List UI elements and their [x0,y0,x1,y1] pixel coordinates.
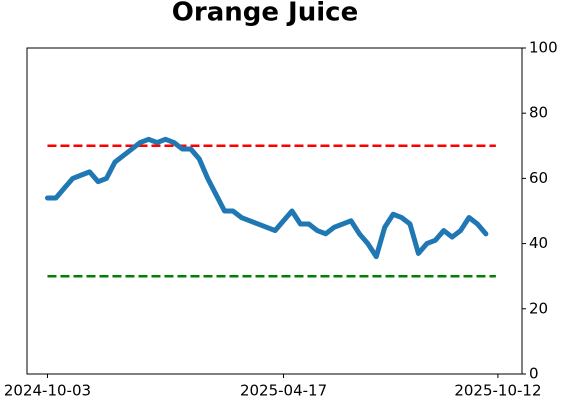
y-tick-label: 20 [529,299,548,317]
chart-title: Orange Juice [172,0,358,28]
x-tick-label: 2024-10-03 [4,382,91,400]
y-tick-label: 0 [529,365,539,383]
y-tick-label: 60 [529,169,548,187]
x-tick-label: 2025-10-12 [454,382,541,400]
y-tick-label: 80 [529,104,548,122]
y-tick-label: 100 [529,39,558,57]
x-tick-label: 2025-04-17 [240,382,327,400]
y-tick-label: 40 [529,234,548,252]
data-line [44,136,489,260]
plot-frame [26,47,523,375]
